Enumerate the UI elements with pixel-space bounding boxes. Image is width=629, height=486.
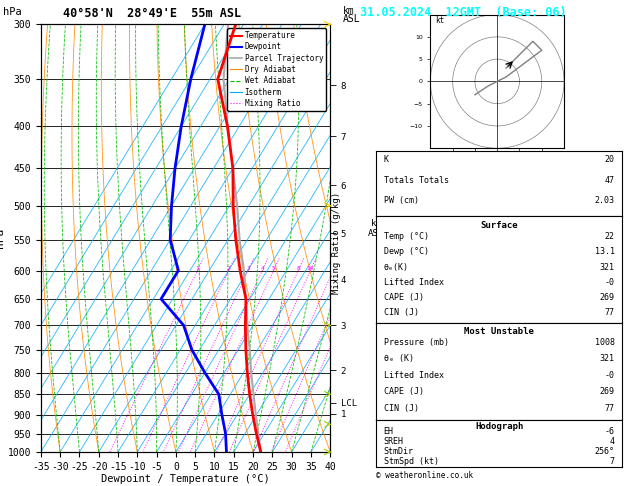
Text: © weatheronline.co.uk: © weatheronline.co.uk xyxy=(376,471,473,480)
Text: 5: 5 xyxy=(272,265,276,271)
Text: 4: 4 xyxy=(610,437,615,446)
Text: 321: 321 xyxy=(599,262,615,272)
Text: SREH: SREH xyxy=(384,437,404,446)
Text: 2.03: 2.03 xyxy=(594,196,615,205)
Text: 20: 20 xyxy=(604,155,615,164)
Text: StmDir: StmDir xyxy=(384,447,413,456)
Text: Dewp (°C): Dewp (°C) xyxy=(384,247,428,257)
Text: Lifted Index: Lifted Index xyxy=(384,371,443,380)
Text: CAPE (J): CAPE (J) xyxy=(384,387,423,397)
Text: 269: 269 xyxy=(599,293,615,302)
Text: Temp (°C): Temp (°C) xyxy=(384,232,428,242)
Text: ASL: ASL xyxy=(343,14,360,24)
Text: 1008: 1008 xyxy=(594,338,615,347)
Text: 4: 4 xyxy=(260,265,264,271)
Text: PW (cm): PW (cm) xyxy=(384,196,418,205)
Legend: Temperature, Dewpoint, Parcel Trajectory, Dry Adiabat, Wet Adiabat, Isotherm, Mi: Temperature, Dewpoint, Parcel Trajectory… xyxy=(227,28,326,111)
Text: 77: 77 xyxy=(604,404,615,413)
Text: 3: 3 xyxy=(246,265,250,271)
Text: 269: 269 xyxy=(599,387,615,397)
Text: CIN (J): CIN (J) xyxy=(384,308,418,317)
Text: CAPE (J): CAPE (J) xyxy=(384,293,423,302)
Text: StmSpd (kt): StmSpd (kt) xyxy=(384,457,438,466)
Text: 31.05.2024  12GMT  (Base: 06): 31.05.2024 12GMT (Base: 06) xyxy=(360,6,566,19)
Text: 7: 7 xyxy=(610,457,615,466)
Text: kt: kt xyxy=(435,17,444,25)
Y-axis label: hPa: hPa xyxy=(0,228,5,248)
Text: Totals Totals: Totals Totals xyxy=(384,175,448,185)
Text: θₑ(K): θₑ(K) xyxy=(384,262,408,272)
Text: 15: 15 xyxy=(330,265,337,271)
Text: 8: 8 xyxy=(296,265,300,271)
X-axis label: Dewpoint / Temperature (°C): Dewpoint / Temperature (°C) xyxy=(101,474,270,485)
Text: km: km xyxy=(343,6,355,16)
Text: 47: 47 xyxy=(604,175,615,185)
Text: θₑ (K): θₑ (K) xyxy=(384,354,413,364)
Text: CIN (J): CIN (J) xyxy=(384,404,418,413)
Text: 1: 1 xyxy=(196,265,199,271)
Text: 22: 22 xyxy=(604,232,615,242)
Text: Lifted Index: Lifted Index xyxy=(384,278,443,287)
Text: hPa: hPa xyxy=(3,7,22,17)
Text: Hodograph: Hodograph xyxy=(475,422,523,431)
Text: Surface: Surface xyxy=(481,221,518,229)
Text: 321: 321 xyxy=(599,354,615,364)
Text: 13.1: 13.1 xyxy=(594,247,615,257)
Text: K: K xyxy=(384,155,389,164)
Y-axis label: km
ASL: km ASL xyxy=(368,219,384,238)
Text: Most Unstable: Most Unstable xyxy=(464,327,534,336)
Text: 2: 2 xyxy=(227,265,231,271)
Text: 10: 10 xyxy=(307,265,314,271)
Text: EH: EH xyxy=(384,427,394,436)
Text: Mixing Ratio (g/kg): Mixing Ratio (g/kg) xyxy=(332,192,341,294)
Text: -6: -6 xyxy=(604,427,615,436)
Text: -0: -0 xyxy=(604,278,615,287)
Text: 77: 77 xyxy=(604,308,615,317)
Text: -0: -0 xyxy=(604,371,615,380)
Text: 256°: 256° xyxy=(594,447,615,456)
Text: Pressure (mb): Pressure (mb) xyxy=(384,338,448,347)
Text: 40°58'N  28°49'E  55m ASL: 40°58'N 28°49'E 55m ASL xyxy=(63,7,241,20)
